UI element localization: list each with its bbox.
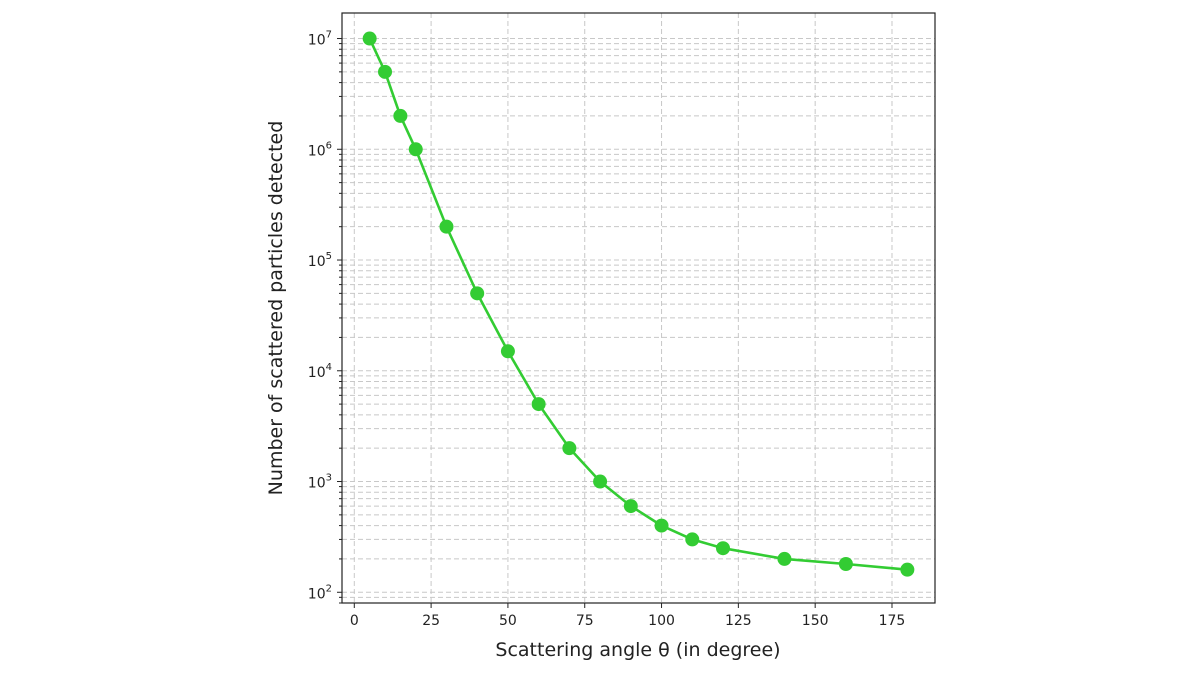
y-tick-labels: 102 103 104 105 106 107 (308, 30, 332, 603)
data-point (900, 562, 915, 577)
grid (342, 13, 935, 604)
data-point (393, 108, 408, 123)
data-point (685, 532, 700, 547)
x-tick-label: 175 (879, 613, 906, 629)
y-tick-label: 102 (308, 583, 332, 602)
y-tick-label: 106 (308, 140, 332, 159)
ticks (337, 38, 893, 608)
x-tick-label: 25 (422, 613, 440, 629)
x-tick-label: 0 (350, 613, 359, 629)
y-tick-label: 105 (308, 251, 332, 270)
data-point (654, 518, 669, 533)
x-tick-label: 50 (499, 613, 517, 629)
data-point (531, 397, 546, 412)
data-point (500, 344, 515, 359)
data-point (593, 474, 608, 489)
data-point (439, 219, 454, 234)
x-tick-label: 100 (648, 613, 675, 629)
y-tick-label: 103 (308, 473, 332, 492)
y-tick-label: 104 (308, 362, 332, 381)
data-point (378, 64, 393, 79)
plot-frame (341, 12, 936, 604)
series-layer (362, 31, 915, 577)
data-point (777, 551, 792, 566)
data-point (623, 499, 638, 514)
x-tick-labels: 0 25 50 75 100 125 150 175 (350, 613, 906, 629)
data-point (715, 541, 730, 556)
y-tick-label: 107 (308, 30, 332, 49)
x-tick-label: 75 (576, 613, 594, 629)
x-tick-label: 125 (725, 613, 752, 629)
data-point (362, 31, 377, 46)
data-point (470, 286, 485, 301)
y-axis-label: Number of scattered particles detected (265, 121, 287, 496)
data-point (838, 556, 853, 571)
data-point (408, 142, 423, 157)
x-axis-label: Scattering angle θ (in degree) (495, 639, 780, 661)
x-tick-label: 150 (802, 613, 829, 629)
data-point (562, 441, 577, 456)
